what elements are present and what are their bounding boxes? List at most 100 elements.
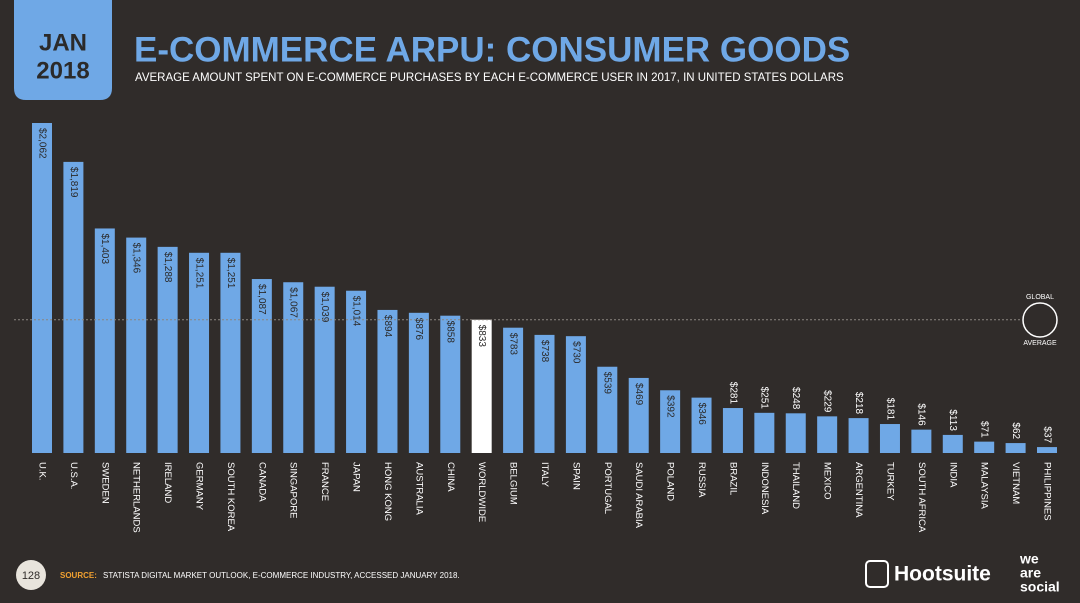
x-tick-label: BELGIUM bbox=[508, 462, 519, 505]
bar bbox=[879, 424, 900, 453]
bar bbox=[94, 228, 115, 453]
x-tick-label: FRANCE bbox=[319, 462, 330, 501]
x-tick-label: MALAYSIA bbox=[979, 462, 990, 509]
x-tick-label: U.K. bbox=[36, 462, 47, 480]
bar bbox=[974, 441, 995, 453]
value-label: $218 bbox=[853, 392, 864, 415]
x-tick-label: BRAZIL bbox=[727, 462, 738, 495]
bar bbox=[440, 315, 461, 453]
value-label: $146 bbox=[916, 403, 927, 426]
value-label: $833 bbox=[476, 325, 487, 348]
bar bbox=[346, 290, 367, 453]
value-label: $1,039 bbox=[319, 292, 330, 323]
value-label: $2,062 bbox=[36, 128, 47, 159]
value-label: $894 bbox=[382, 315, 393, 338]
x-tick-label: PHILIPPINES bbox=[1041, 462, 1052, 521]
x-tick-label: WORLDWIDE bbox=[476, 462, 487, 522]
value-label: $1,346 bbox=[131, 243, 142, 274]
bar bbox=[251, 279, 272, 453]
value-label: $251 bbox=[759, 387, 770, 410]
bar bbox=[220, 252, 241, 453]
bar bbox=[911, 429, 932, 453]
value-label: $229 bbox=[822, 390, 833, 413]
hootsuite-icon bbox=[865, 560, 889, 588]
bar bbox=[314, 286, 335, 453]
value-label: $1,087 bbox=[256, 284, 267, 315]
bar bbox=[408, 312, 429, 453]
x-tick-label: INDIA bbox=[947, 462, 958, 488]
bar bbox=[377, 309, 398, 453]
bar bbox=[471, 319, 492, 453]
value-label: $37 bbox=[1041, 426, 1052, 443]
bar bbox=[942, 434, 963, 453]
bar bbox=[565, 336, 586, 453]
value-label: $281 bbox=[727, 382, 738, 405]
hootsuite-logo: Hootsuite bbox=[894, 563, 991, 586]
bar bbox=[1037, 447, 1057, 453]
x-tick-label: AUSTRALIA bbox=[413, 462, 424, 515]
x-tick-label: CANADA bbox=[256, 462, 267, 502]
x-tick-label: PORTUGAL bbox=[602, 462, 613, 514]
was-logo: social bbox=[1020, 579, 1060, 595]
x-tick-label: ARGENTINA bbox=[853, 462, 864, 518]
bar bbox=[754, 412, 775, 453]
x-tick-label: IRELAND bbox=[162, 462, 173, 503]
x-tick-label: SWEDEN bbox=[99, 462, 110, 504]
bar bbox=[503, 327, 524, 453]
value-label: $469 bbox=[633, 383, 644, 406]
bar bbox=[691, 397, 712, 453]
x-tick-label: HONG KONG bbox=[382, 462, 393, 521]
bar bbox=[126, 237, 147, 453]
reference-label: AVERAGE bbox=[1023, 340, 1057, 347]
bar bbox=[660, 390, 681, 453]
bar bbox=[534, 334, 555, 453]
value-label: $858 bbox=[445, 321, 456, 344]
value-label: $783 bbox=[507, 333, 518, 356]
page-badge bbox=[16, 560, 46, 590]
x-tick-label: NETHERLANDS bbox=[131, 462, 142, 533]
bar bbox=[1005, 443, 1026, 453]
bar bbox=[189, 252, 210, 453]
month: JAN bbox=[39, 29, 87, 56]
x-tick-label: TURKEY bbox=[884, 462, 895, 501]
value-label: $539 bbox=[602, 372, 613, 395]
x-tick-label: RUSSIA bbox=[696, 462, 707, 498]
x-tick-label: U.S.A. bbox=[68, 462, 79, 489]
year: 2018 bbox=[36, 57, 89, 84]
value-label: $181 bbox=[884, 398, 895, 421]
x-tick-label: SINGAPORE bbox=[288, 462, 299, 519]
x-tick-label: SPAIN bbox=[570, 462, 581, 490]
x-tick-label: SOUTH KOREA bbox=[225, 462, 236, 532]
chart-subtitle: AVERAGE AMOUNT SPENT ON E-COMMERCE PURCH… bbox=[135, 72, 844, 84]
value-label: $346 bbox=[696, 403, 707, 426]
x-tick-label: VIETNAM bbox=[1010, 462, 1021, 504]
was-logo: are bbox=[1020, 565, 1041, 581]
bar bbox=[32, 123, 52, 453]
x-tick-label: ITALY bbox=[539, 462, 550, 488]
value-label: $248 bbox=[790, 387, 801, 410]
value-label: $113 bbox=[947, 409, 958, 431]
bar bbox=[785, 413, 806, 453]
x-tick-label: INDONESIA bbox=[759, 462, 770, 515]
globe-icon bbox=[1022, 302, 1058, 338]
bar bbox=[817, 416, 838, 453]
page-number: 128 bbox=[22, 570, 40, 582]
value-label: $1,819 bbox=[68, 167, 79, 198]
value-label: $392 bbox=[664, 395, 675, 418]
value-label: $1,251 bbox=[193, 258, 204, 289]
x-tick-label: MEXICO bbox=[822, 462, 833, 499]
plot: $2,062 U.K. $1,819 U.S.A. $1,403 SWEDEN $1,346… bbox=[14, 123, 1057, 533]
source-text: STATISTA DIGITAL MARKET OUTLOOK, E-COMME… bbox=[103, 571, 460, 580]
value-label: $738 bbox=[539, 340, 550, 363]
value-label: $730 bbox=[570, 341, 581, 364]
bar bbox=[157, 246, 178, 453]
value-label: $1,403 bbox=[99, 233, 110, 264]
value-label: $62 bbox=[1010, 422, 1021, 439]
bar bbox=[628, 377, 649, 453]
source-label: SOURCE: bbox=[60, 571, 97, 580]
x-tick-label: SOUTH AFRICA bbox=[916, 462, 927, 533]
value-label: $1,251 bbox=[225, 258, 236, 289]
x-tick-label: THAILAND bbox=[790, 462, 801, 509]
x-tick-label: JAPAN bbox=[351, 462, 362, 492]
